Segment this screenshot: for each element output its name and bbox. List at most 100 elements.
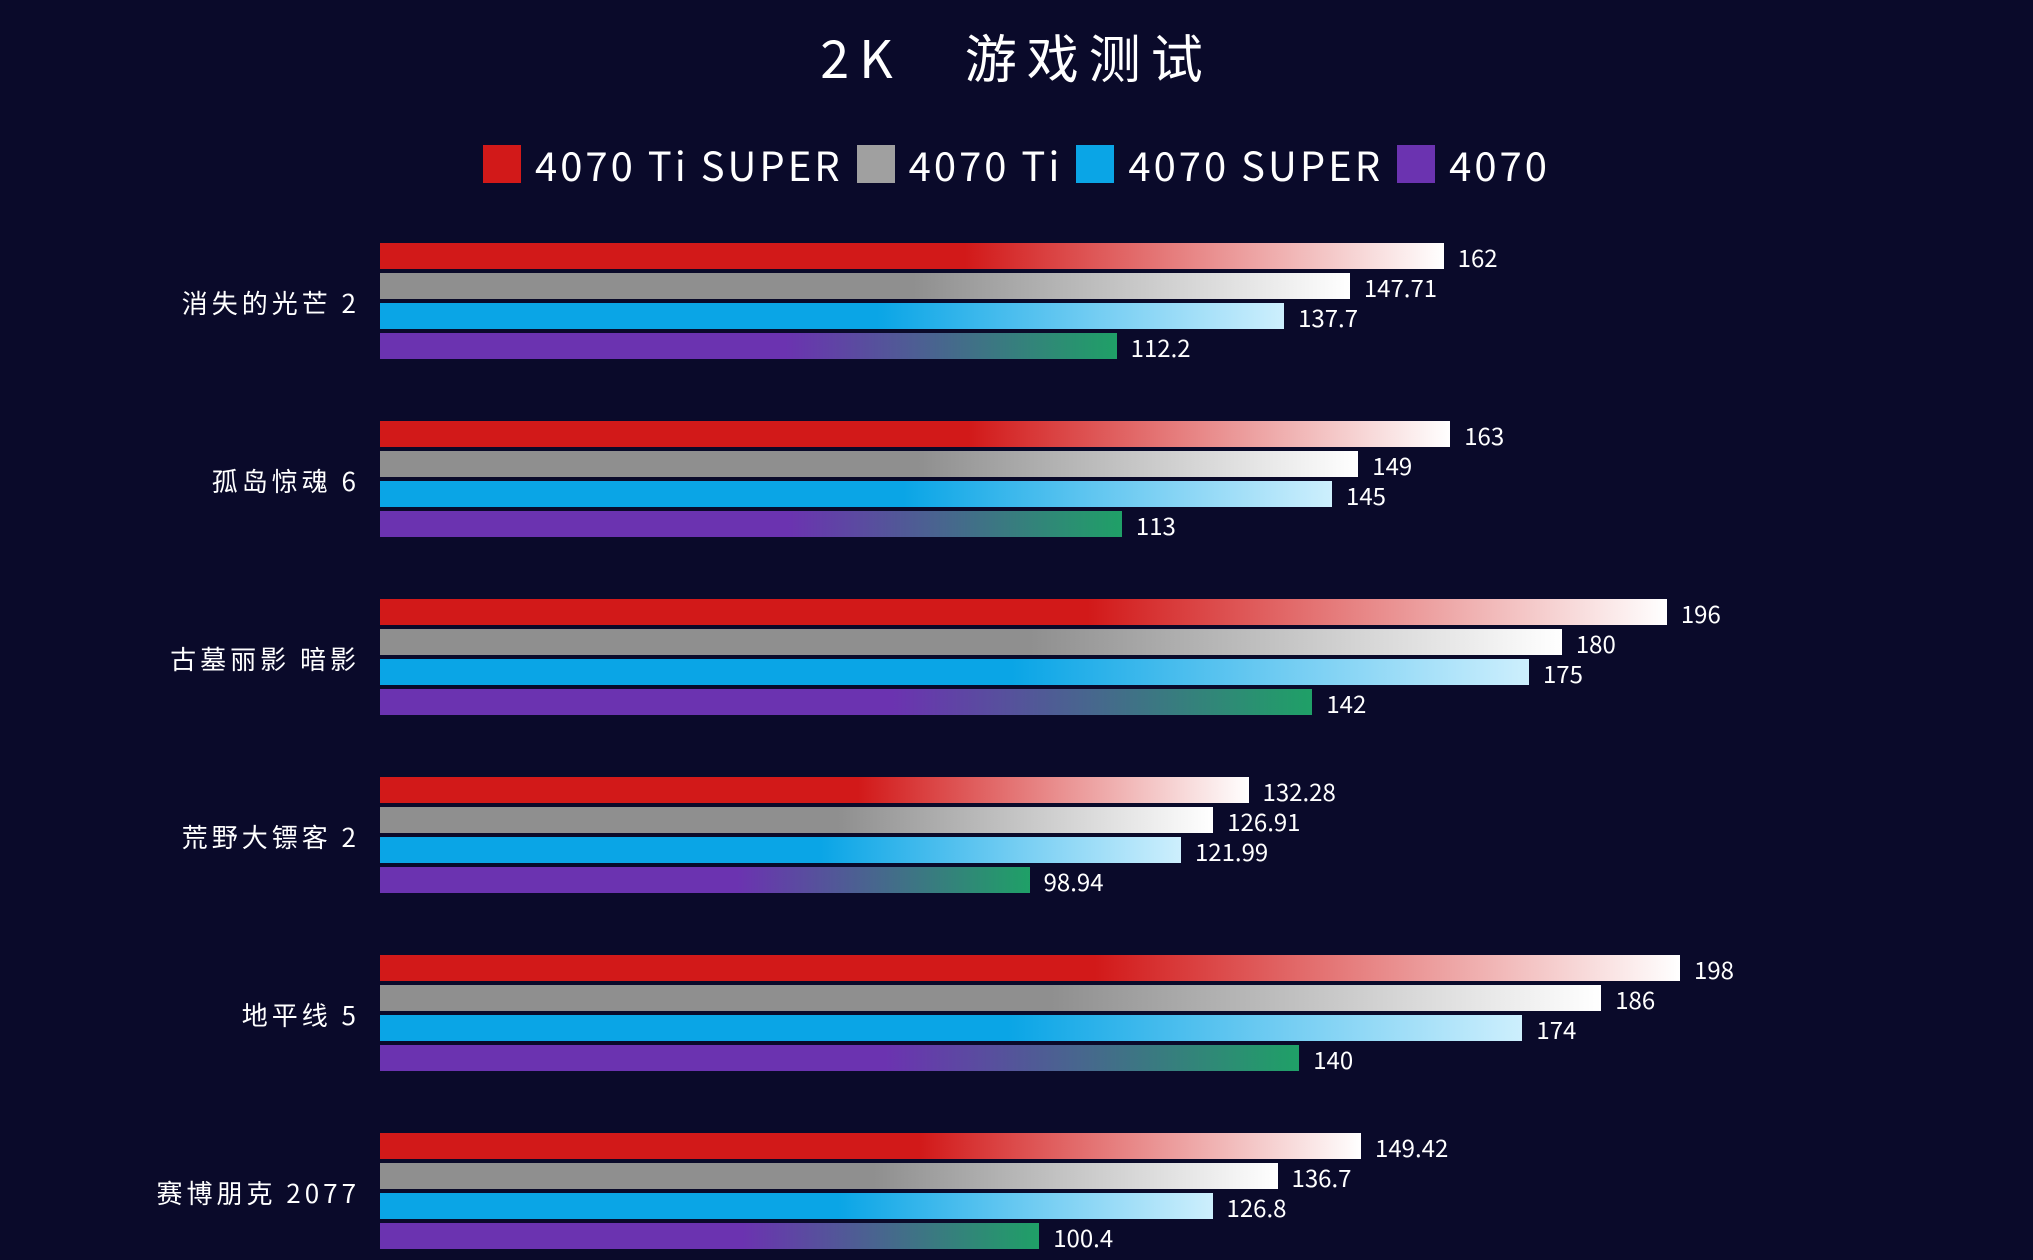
group-bars: 198186174140 (380, 955, 2033, 1075)
bar-4070tis (380, 1133, 1361, 1159)
bar-4070s (380, 1193, 1213, 1219)
bar-4070s (380, 1015, 1522, 1041)
legend-label: 4070 Ti SUPER (535, 135, 843, 193)
bar-value: 145 (1346, 477, 1386, 512)
group-label: 消失的光芒 2 (100, 286, 380, 320)
legend-swatch (1076, 145, 1114, 183)
chart-title: 2K 游戏测试 (0, 0, 2033, 93)
group-bars: 163149145113 (380, 421, 2033, 541)
bar-row: 142 (380, 689, 2033, 715)
bar-value: 149.42 (1375, 1129, 1448, 1164)
legend-label: 4070 Ti (909, 135, 1063, 193)
bar-value: 196 (1681, 595, 1721, 630)
bar-row: 174 (380, 1015, 2033, 1041)
group-label: 荒野大镖客 2 (100, 820, 380, 854)
group-bars: 132.28126.91121.9998.94 (380, 777, 2033, 897)
bar-row: 113 (380, 511, 2033, 537)
group-label: 赛博朋克 2077 (100, 1176, 380, 1210)
bar-row: 180 (380, 629, 2033, 655)
bar-row: 100.4 (380, 1223, 2033, 1249)
bar-row: 137.7 (380, 303, 2033, 329)
bar-4070 (380, 1223, 1039, 1249)
bar-4070 (380, 689, 1312, 715)
bar-row: 163 (380, 421, 2033, 447)
bar-value: 121.99 (1195, 833, 1268, 868)
bar-4070tis (380, 599, 1667, 625)
bar-4070s (380, 481, 1332, 507)
bar-value: 162 (1458, 239, 1498, 274)
bar-row: 175 (380, 659, 2033, 685)
legend: 4070 Ti SUPER 4070 Ti 4070 SUPER 4070 (0, 135, 2033, 193)
group-bars: 149.42136.7126.8100.4 (380, 1133, 2033, 1253)
bar-value: 175 (1543, 655, 1583, 690)
bar-value: 112.2 (1131, 329, 1191, 364)
bar-4070tis (380, 955, 1680, 981)
bar-4070tis (380, 243, 1444, 269)
bar-row: 196 (380, 599, 2033, 625)
bar-value: 98.94 (1044, 863, 1104, 898)
chart-group: 荒野大镖客 2132.28126.91121.9998.94 (100, 777, 2033, 897)
bar-value: 100.4 (1053, 1219, 1113, 1254)
bar-4070s (380, 659, 1529, 685)
chart-group: 地平线 5198186174140 (100, 955, 2033, 1075)
chart-group: 古墓丽影 暗影196180175142 (100, 599, 2033, 719)
bar-4070tis (380, 421, 1450, 447)
group-label: 孤岛惊魂 6 (100, 464, 380, 498)
bar-4070 (380, 867, 1030, 893)
legend-label: 4070 SUPER (1128, 135, 1383, 193)
bar-value: 126.8 (1227, 1189, 1287, 1224)
bar-row: 121.99 (380, 837, 2033, 863)
chart-group: 赛博朋克 2077149.42136.7126.8100.4 (100, 1133, 2033, 1253)
bar-4070ti (380, 451, 1358, 477)
bar-value: 147.71 (1364, 269, 1437, 304)
bar-row: 126.8 (380, 1193, 2033, 1219)
bar-value: 137.7 (1298, 299, 1358, 334)
bar-value: 136.7 (1292, 1159, 1352, 1194)
bar-4070ti (380, 1163, 1278, 1189)
legend-item-4070s: 4070 SUPER (1076, 135, 1383, 193)
bar-row: 112.2 (380, 333, 2033, 359)
legend-label: 4070 (1449, 135, 1550, 193)
bar-row: 149.42 (380, 1133, 2033, 1159)
bar-value: 198 (1694, 951, 1734, 986)
bar-value: 142 (1326, 685, 1366, 720)
bar-row: 145 (380, 481, 2033, 507)
bar-row: 126.91 (380, 807, 2033, 833)
bar-4070tis (380, 777, 1249, 803)
group-label: 地平线 5 (100, 998, 380, 1032)
bar-value: 186 (1615, 981, 1655, 1016)
bar-4070s (380, 303, 1284, 329)
bar-row: 136.7 (380, 1163, 2033, 1189)
group-label: 古墓丽影 暗影 (100, 642, 380, 676)
bar-row: 98.94 (380, 867, 2033, 893)
bar-row: 162 (380, 243, 2033, 269)
legend-swatch (857, 145, 895, 183)
bar-row: 147.71 (380, 273, 2033, 299)
bar-4070ti (380, 985, 1601, 1011)
bar-4070 (380, 511, 1122, 537)
legend-item-4070: 4070 (1397, 135, 1550, 193)
chart-area: 消失的光芒 2162147.71137.7112.2孤岛惊魂 616314914… (0, 243, 2033, 1253)
group-bars: 162147.71137.7112.2 (380, 243, 2033, 363)
bar-value: 163 (1464, 417, 1504, 452)
bar-4070ti (380, 807, 1213, 833)
chart-group: 孤岛惊魂 6163149145113 (100, 421, 2033, 541)
bar-row: 198 (380, 955, 2033, 981)
bar-value: 140 (1313, 1041, 1353, 1076)
legend-swatch (483, 145, 521, 183)
chart-group: 消失的光芒 2162147.71137.7112.2 (100, 243, 2033, 363)
legend-swatch (1397, 145, 1435, 183)
bar-row: 132.28 (380, 777, 2033, 803)
bar-4070s (380, 837, 1181, 863)
legend-item-4070tis: 4070 Ti SUPER (483, 135, 843, 193)
legend-item-4070ti: 4070 Ti (857, 135, 1063, 193)
bar-row: 149 (380, 451, 2033, 477)
bar-4070 (380, 333, 1117, 359)
bar-row: 186 (380, 985, 2033, 1011)
bar-4070ti (380, 273, 1350, 299)
group-bars: 196180175142 (380, 599, 2033, 719)
bar-value: 113 (1136, 507, 1176, 542)
bar-4070ti (380, 629, 1562, 655)
bar-row: 140 (380, 1045, 2033, 1071)
bar-value: 174 (1536, 1011, 1576, 1046)
